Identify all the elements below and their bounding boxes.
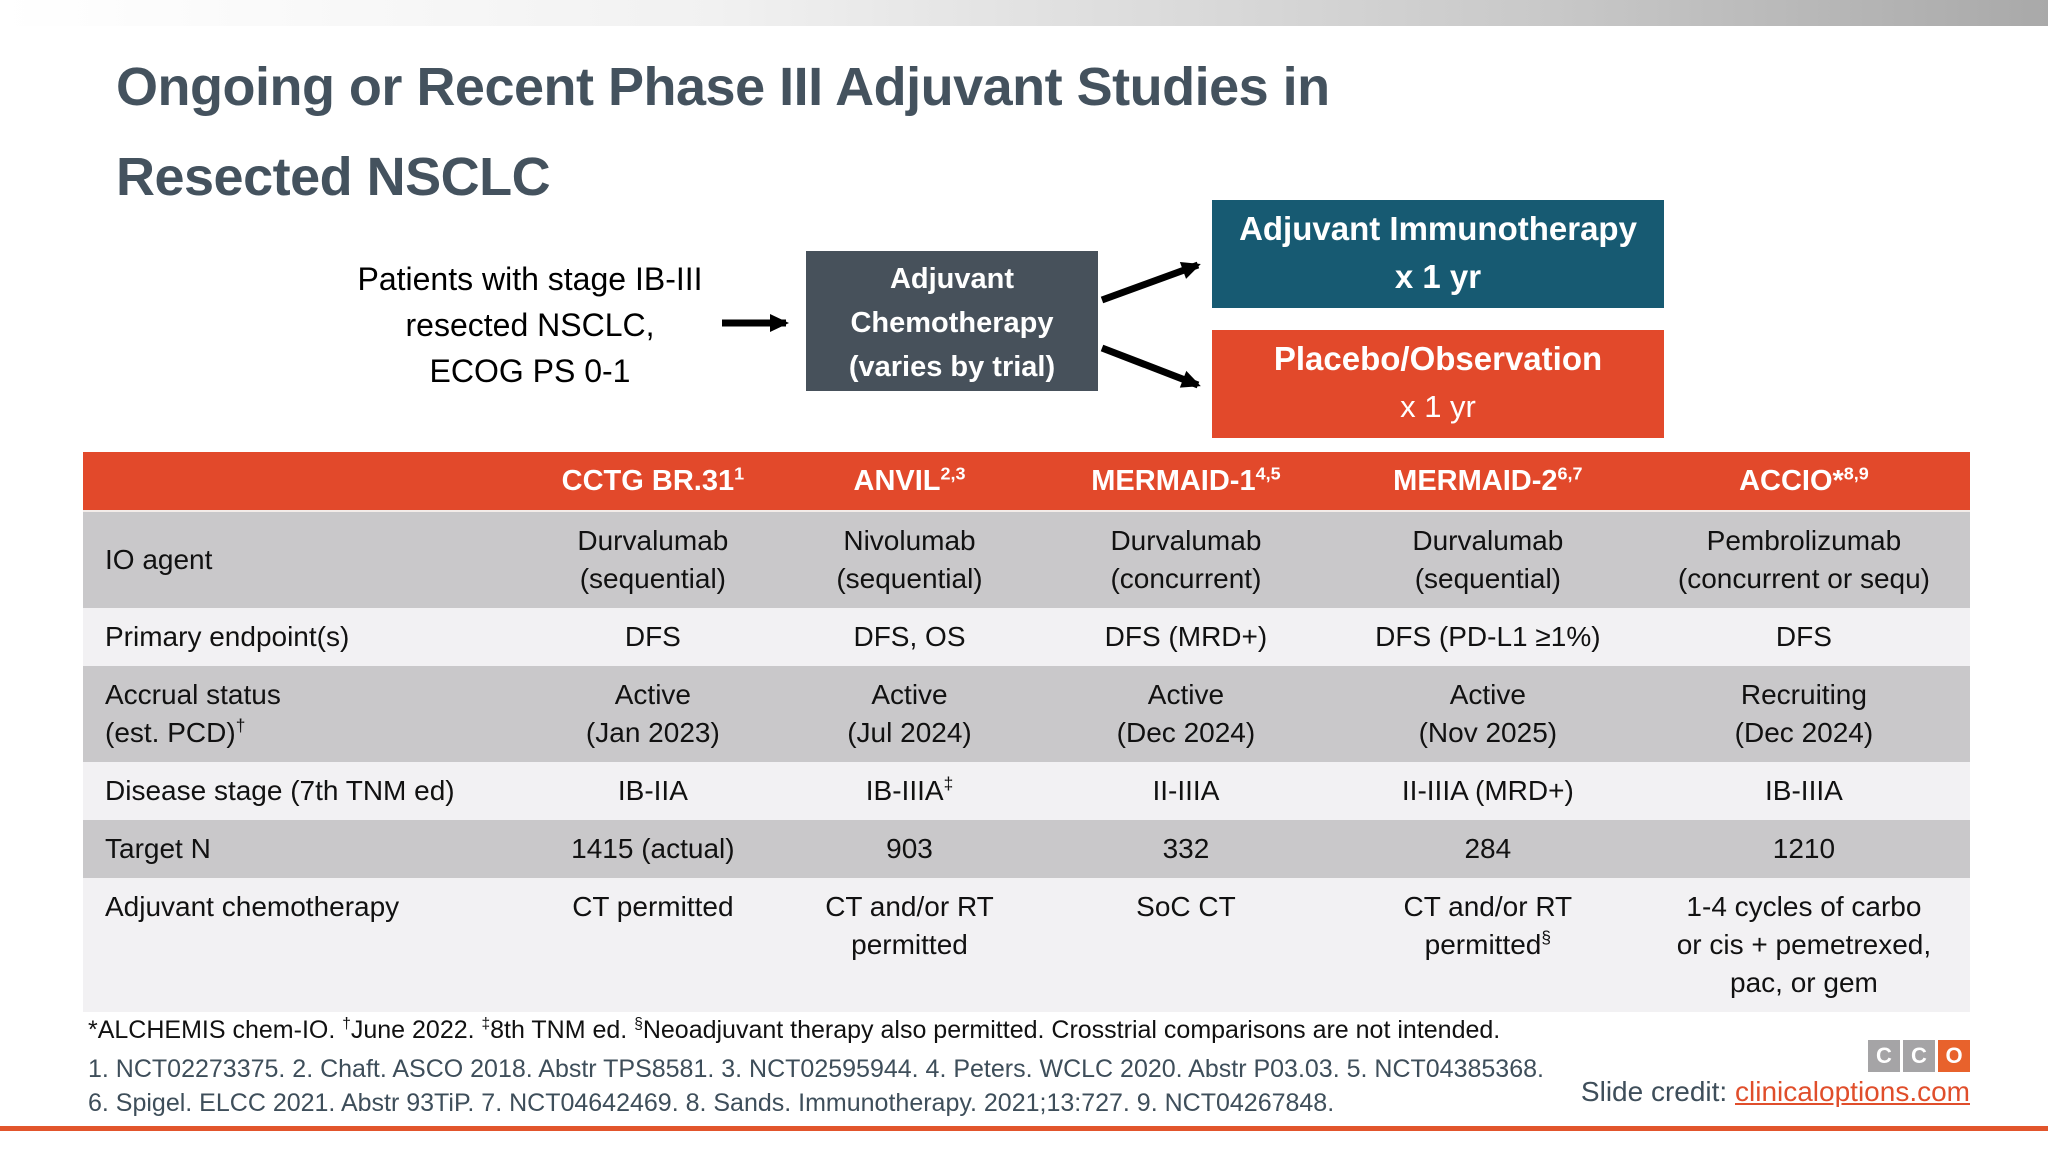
references-line1: 1. NCT02273375. 2. Chaft. ASCO 2018. Abs… bbox=[88, 1055, 1544, 1083]
placebo-box-line1: Placebo/Observation bbox=[1273, 340, 1603, 377]
table-cell: II-IIIA (MRD+) bbox=[1337, 762, 1638, 820]
study-comparison-table: CCTG BR.311 ANVIL2,3 MERMAID-14,5 MERMAI… bbox=[83, 452, 1970, 1012]
table-cell: DFS (PD-L1 ≥1%) bbox=[1337, 608, 1638, 666]
table-cell: Active (Jul 2024) bbox=[784, 666, 1035, 762]
table-row: Adjuvant chemotherapy CT permitted CT and/… bbox=[83, 878, 1970, 1012]
arrow-chemo-to-placebo bbox=[1100, 344, 1201, 389]
table-cell: Active (Nov 2025) bbox=[1337, 666, 1638, 762]
top-gradient-bar bbox=[0, 0, 2048, 26]
arrow-chemo-to-immunotherapy bbox=[1100, 261, 1201, 304]
references: 1. NCT02273375. 2. Chaft. ASCO 2018. Abs… bbox=[88, 1052, 1588, 1120]
slide-credit-link[interactable]: clinicaloptions.com bbox=[1735, 1076, 1970, 1107]
table-row: Disease stage (7th TNM ed) IB-IIA IB-IIIA‡… bbox=[83, 762, 1970, 820]
footnote: *ALCHEMIS chem-IO. †June 2022. ‡8th TNM … bbox=[88, 1015, 1501, 1044]
table-row: IO agent Durvalumab (sequential) Nivolumab… bbox=[83, 511, 1970, 608]
table-cell: 1415 (actual) bbox=[520, 820, 785, 878]
corner-header-cell bbox=[83, 452, 521, 512]
row-label: Primary endpoint(s) bbox=[83, 608, 521, 666]
table-cell: Active (Jan 2023) bbox=[520, 666, 785, 762]
table-cell: IB-IIA bbox=[520, 762, 785, 820]
table-cell: 1-4 cycles of carbo or cis + pemetrexed,… bbox=[1637, 878, 1970, 1012]
slide-credit: Slide credit: clinicaloptions.com bbox=[1581, 1076, 1970, 1108]
table-cell: 332 bbox=[1034, 820, 1338, 878]
placebo-observation-box: Placebo/Observation x 1 yr bbox=[1212, 330, 1664, 438]
adjuvant-chemotherapy-box: Adjuvant Chemotherapy (varies by trial) bbox=[806, 251, 1098, 391]
table-cell: DFS, OS bbox=[784, 608, 1035, 666]
table-cell: IB-IIIA‡ bbox=[784, 762, 1035, 820]
chemo-box-line1: Adjuvant bbox=[889, 263, 1015, 295]
immunotherapy-box-line1: Adjuvant Immunotherapy bbox=[1239, 210, 1637, 247]
logo-square-c1: C bbox=[1868, 1040, 1900, 1072]
patients-population-text: Patients with stage IB-III resected NSCL… bbox=[357, 261, 703, 389]
logo-square-c2: C bbox=[1903, 1040, 1935, 1072]
table-cell: 1210 bbox=[1637, 820, 1970, 878]
table-cell: CT permitted bbox=[520, 878, 785, 1012]
bottom-accent-rule bbox=[0, 1126, 2048, 1131]
table-row: Primary endpoint(s) DFS DFS, OS DFS (MRD+) D… bbox=[83, 608, 1970, 666]
table-cell: CT and/or RT permitted bbox=[784, 878, 1035, 1012]
study-column-header-anvil: ANVIL2,3 bbox=[784, 452, 1035, 512]
table-cell: 284 bbox=[1337, 820, 1638, 878]
table-cell: CT and/or RT permitted§ bbox=[1337, 878, 1638, 1012]
table-cell: 903 bbox=[784, 820, 1035, 878]
row-label: Adjuvant chemotherapy bbox=[83, 878, 521, 1012]
table-cell: Durvalumab (sequential) bbox=[520, 511, 785, 608]
study-column-header-accio: ACCIO*8,9 bbox=[1637, 452, 1970, 512]
chemo-box-line3: (varies by trial) bbox=[848, 351, 1056, 383]
cco-logo: C C O bbox=[1868, 1040, 1970, 1072]
page-title-line1: Ongoing or Recent Phase III Adjuvant Stu… bbox=[116, 57, 1330, 117]
references-line2: 6. Spigel. ELCC 2021. Abstr 93TiP. 7. NC… bbox=[88, 1089, 1335, 1117]
table-cell: Pembrolizumab (concurrent or sequ) bbox=[1637, 511, 1970, 608]
chemo-box-line2: Chemotherapy bbox=[850, 307, 1054, 339]
row-label: Target N bbox=[83, 820, 521, 878]
table-cell: IB-IIIA bbox=[1637, 762, 1970, 820]
study-table-body: IO agent Durvalumab (sequential) Nivolumab… bbox=[83, 511, 1970, 1012]
study-column-header-cctg-br31: CCTG BR.311 bbox=[520, 452, 785, 512]
table-cell: Recruiting (Dec 2024) bbox=[1637, 666, 1970, 762]
table-cell: Nivolumab (sequential) bbox=[784, 511, 1035, 608]
study-column-header-mermaid1: MERMAID-14,5 bbox=[1034, 452, 1338, 512]
slide-credit-label: Slide credit: bbox=[1580, 1076, 1735, 1107]
page-title: Ongoing or Recent Phase III Adjuvant Stu… bbox=[116, 42, 1816, 222]
row-label: Accrual status (est. PCD)† bbox=[83, 666, 521, 762]
table-cell: Durvalumab (concurrent) bbox=[1034, 511, 1338, 608]
flow-arrows bbox=[722, 261, 1201, 389]
table-cell: DFS bbox=[520, 608, 785, 666]
table-cell: SoC CT bbox=[1034, 878, 1338, 1012]
table-cell: II-IIIA bbox=[1034, 762, 1338, 820]
adjuvant-immunotherapy-box: Adjuvant Immunotherapy x 1 yr bbox=[1212, 200, 1664, 308]
placebo-box-line2: x 1 yr bbox=[1400, 389, 1476, 424]
table-cell: DFS (MRD+) bbox=[1034, 608, 1338, 666]
table-cell: DFS bbox=[1637, 608, 1970, 666]
row-label: Disease stage (7th TNM ed) bbox=[83, 762, 521, 820]
page-title-line2: Resected NSCLC bbox=[116, 147, 551, 207]
table-row: Accrual status (est. PCD)† Active (Jan 20… bbox=[83, 666, 1970, 762]
table-header-row: CCTG BR.311 ANVIL2,3 MERMAID-14,5 MERMAI… bbox=[83, 452, 1970, 512]
table-cell: Durvalumab (sequential) bbox=[1337, 511, 1638, 608]
immunotherapy-box-line2: x 1 yr bbox=[1394, 258, 1482, 295]
table-row: Target N 1415 (actual) 903 332 284 1210 bbox=[83, 820, 1970, 878]
table-cell: Active (Dec 2024) bbox=[1034, 666, 1338, 762]
row-label: IO agent bbox=[83, 511, 521, 608]
logo-square-o: O bbox=[1938, 1040, 1970, 1072]
study-column-header-mermaid2: MERMAID-26,7 bbox=[1337, 452, 1638, 512]
